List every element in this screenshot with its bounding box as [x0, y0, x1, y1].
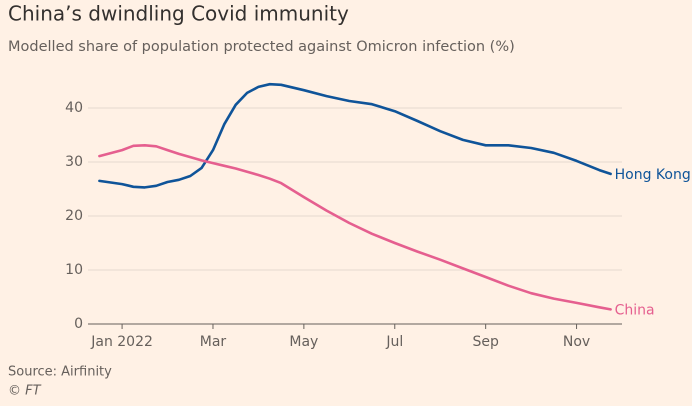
- x-tick-label: Sep: [472, 334, 499, 350]
- source: Source: Airfinity: [8, 365, 112, 380]
- chart-title: China’s dwindling Covid immunity: [8, 2, 349, 26]
- y-tick-label: 30: [65, 154, 83, 170]
- line: [98, 82, 612, 189]
- x-tick-label: Mar: [200, 334, 227, 350]
- x-tick-label: May: [289, 334, 318, 350]
- y-tick-label: 20: [65, 208, 83, 224]
- chart-subtitle: Modelled share of population protected a…: [8, 39, 515, 55]
- y-tick-label: 10: [65, 262, 83, 278]
- series-label: Hong Kong: [615, 167, 691, 183]
- y-tick-label: 40: [65, 100, 83, 116]
- x-tick-label: Jan 2022: [90, 334, 153, 350]
- line: [98, 144, 612, 311]
- x-tick-label: Jul: [385, 334, 403, 350]
- credit: © FT: [8, 384, 42, 399]
- y-tick-label: 0: [74, 316, 83, 332]
- x-tick-label: Nov: [563, 334, 590, 350]
- series-label: China: [615, 302, 655, 318]
